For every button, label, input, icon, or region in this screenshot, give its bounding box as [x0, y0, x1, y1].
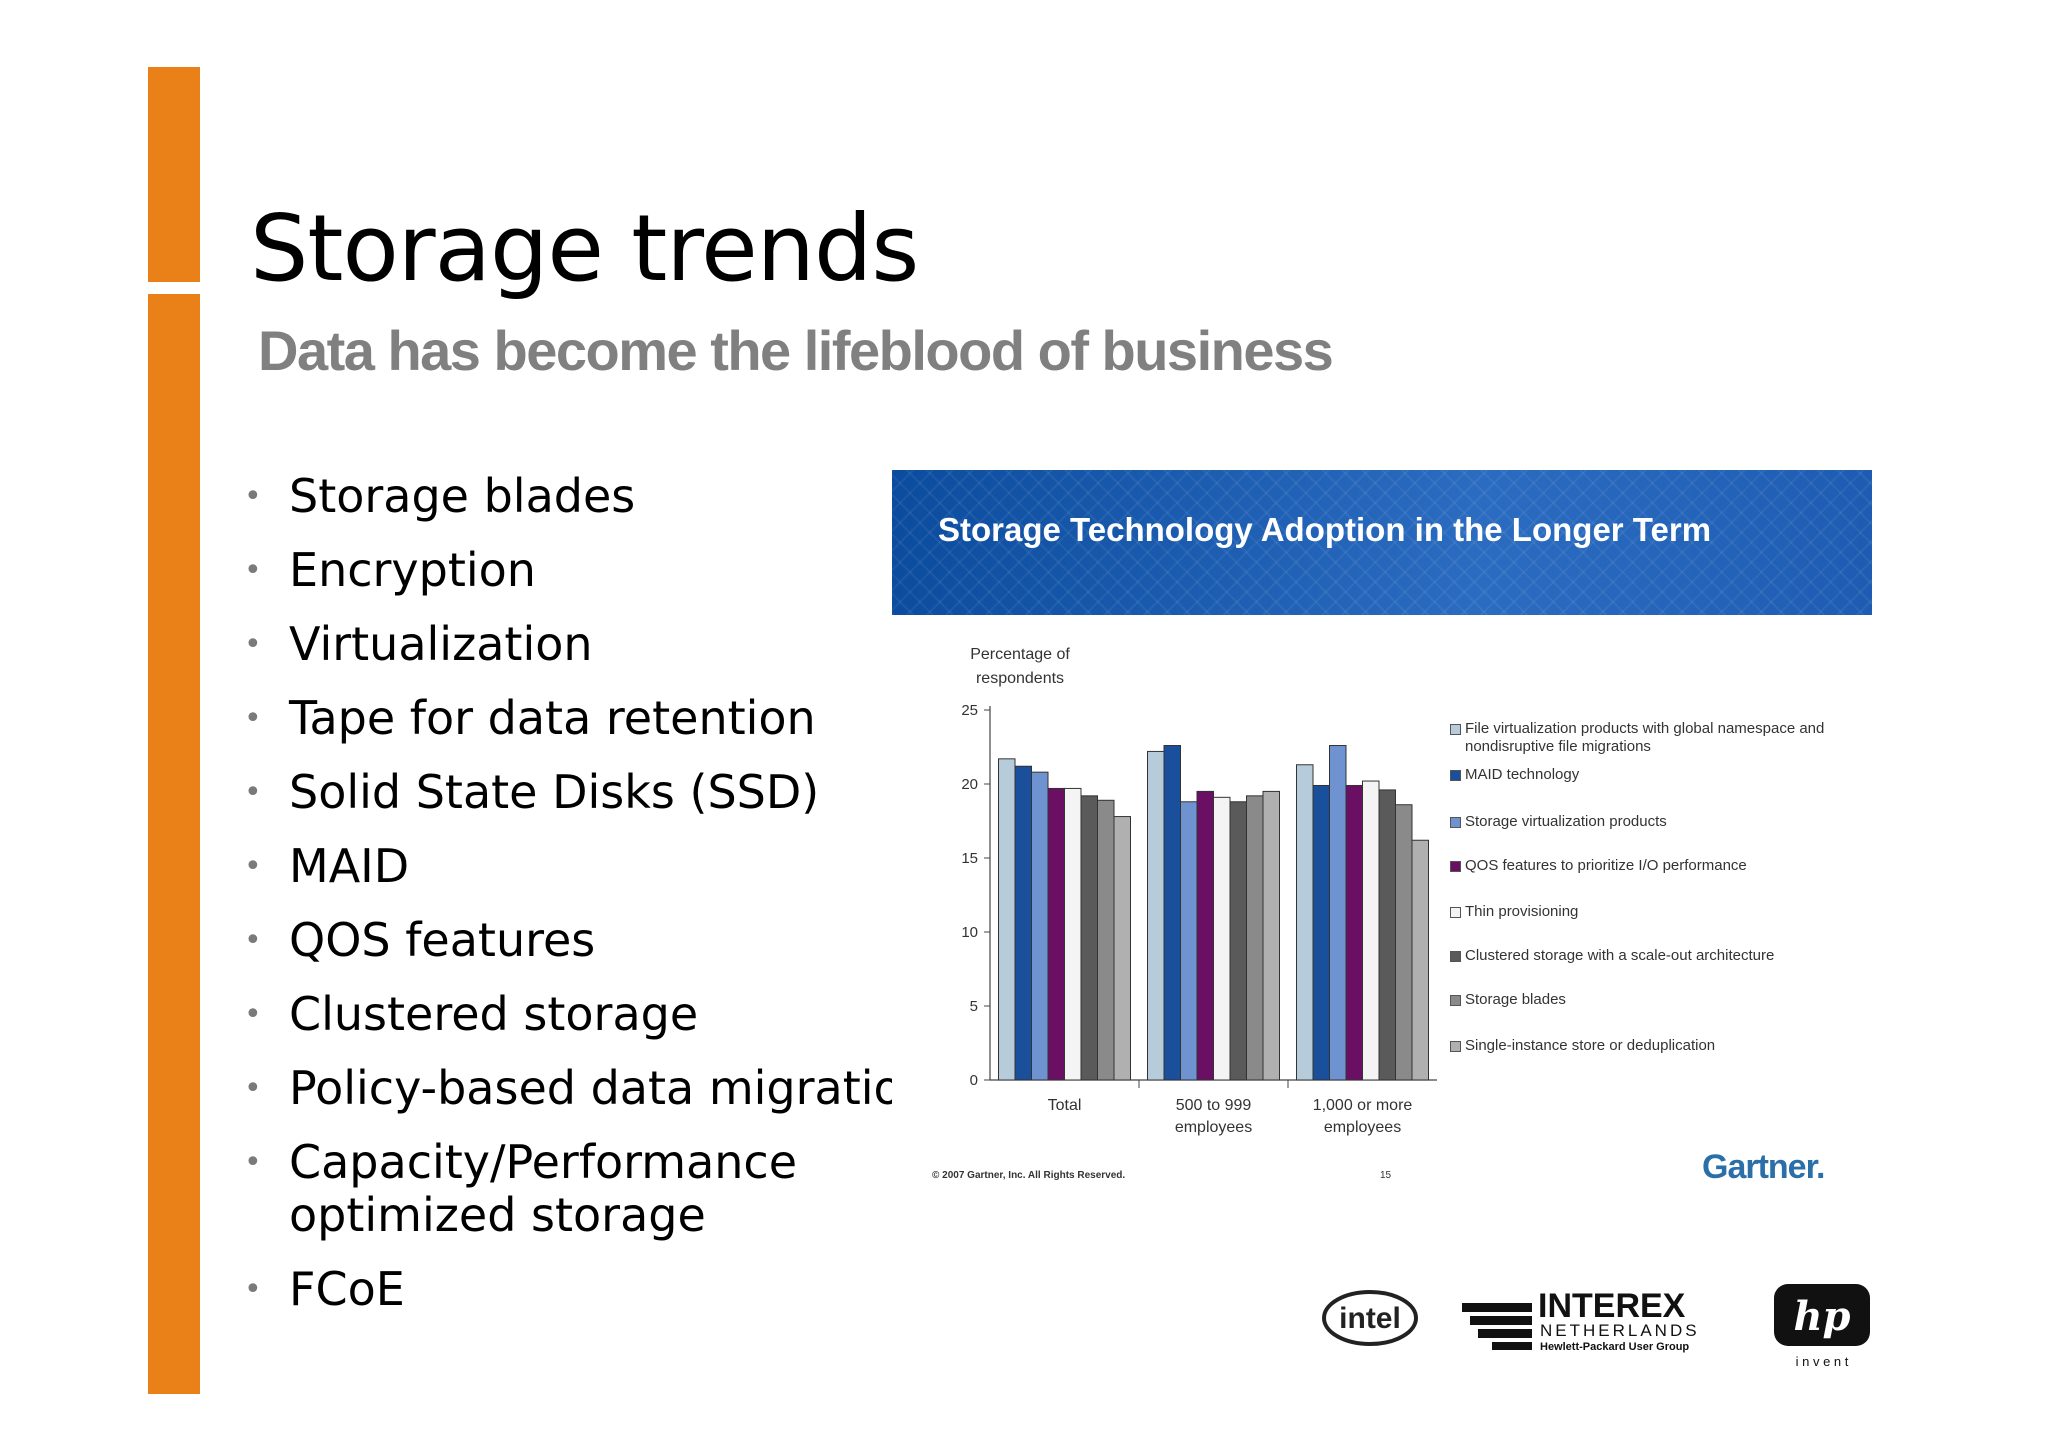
bullet-item: Clustered storage	[244, 988, 931, 1042]
bar	[1113, 816, 1131, 1081]
bullet-item: MAID	[244, 840, 931, 894]
y-axis-label: Percentage of	[970, 646, 1070, 663]
bar	[1362, 780, 1380, 1081]
legend-swatch	[1450, 995, 1461, 1006]
legend-label: File virtualization products with global…	[1465, 720, 1825, 755]
y-tick-label: 0	[970, 1072, 978, 1089]
legend-swatch	[1450, 817, 1461, 828]
gartner-chart-image: Storage Technology Adoption in the Longe…	[892, 470, 1872, 1190]
legend-label: Clustered storage with a scale-out archi…	[1465, 947, 1775, 964]
bullet-item: Encryption	[244, 544, 931, 598]
slide-title: Storage trends	[250, 195, 919, 302]
bar	[1213, 796, 1231, 1081]
legend-item: Single-instance store or deduplication	[1450, 1037, 1825, 1055]
bullet-list: Storage blades Encryption Virtualization…	[244, 470, 931, 1337]
bullet-item: Tape for data retention	[244, 692, 931, 746]
intel-logo: intel	[1322, 1290, 1418, 1346]
bar	[1064, 787, 1082, 1081]
legend-item: File virtualization products with global…	[1450, 720, 1825, 756]
legend-item: Storage blades	[1450, 991, 1825, 1009]
hp-mark: hp	[1793, 1293, 1850, 1340]
bar	[1329, 745, 1347, 1081]
interex-country: NETHERLANDS	[1540, 1321, 1700, 1340]
bullet-item: FCoE	[244, 1263, 931, 1317]
y-tick-label: 10	[961, 924, 978, 941]
chart-banner-title: Storage Technology Adoption in the Longe…	[938, 511, 1712, 548]
bar	[1031, 771, 1049, 1081]
bullet-item: QOS features	[244, 914, 931, 968]
legend-swatch	[1450, 770, 1461, 781]
bar	[1296, 764, 1314, 1081]
x-tick-label: employees	[1175, 1119, 1252, 1136]
x-tick-label: employees	[1324, 1119, 1401, 1136]
y-tick-label: 20	[961, 776, 978, 793]
x-tick-label: 500 to 999	[1176, 1097, 1252, 1114]
legend-label: Thin provisioning	[1465, 903, 1579, 920]
bar	[1147, 750, 1165, 1081]
bar-chart: Percentage of respondents 0 5 10 15 20 25 Total 5…	[961, 646, 1437, 1136]
y-tick-label: 15	[961, 850, 978, 867]
legend-item: Storage virtualization products	[1450, 813, 1825, 831]
chart-copyright: © 2007 Gartner, Inc. All Rights Reserved…	[932, 1170, 1126, 1181]
bullet-item: Policy-based data migration	[244, 1062, 931, 1116]
hp-tagline: i n v e n t	[1796, 1354, 1849, 1369]
legend-item: Thin provisioning	[1450, 903, 1825, 921]
legend-swatch	[1450, 907, 1461, 918]
interex-logo: INTEREX NETHERLANDS Hewlett-Packard User…	[1462, 1287, 1700, 1353]
legend-swatch	[1450, 1041, 1461, 1052]
bar	[1345, 784, 1363, 1081]
bar	[1196, 790, 1214, 1081]
bar	[1378, 789, 1396, 1081]
legend-label: QOS features to prioritize I/O performan…	[1465, 857, 1747, 874]
bullet-item: Solid State Disks (SSD)	[244, 766, 931, 820]
x-tick-label: 1,000 or more	[1313, 1097, 1413, 1114]
legend-swatch	[1450, 861, 1461, 872]
bar	[998, 758, 1016, 1081]
bar	[1163, 745, 1181, 1081]
legend-item: QOS features to prioritize I/O performan…	[1450, 857, 1825, 875]
bullet-item: Storage blades	[244, 470, 931, 524]
bar	[1047, 787, 1065, 1081]
bar	[1312, 784, 1330, 1081]
bullet-item: Capacity/Performance optimized storage	[244, 1136, 849, 1242]
legend-swatch	[1450, 724, 1461, 735]
gartner-logo: Gartner.	[1702, 1148, 1825, 1186]
bar	[1229, 801, 1247, 1081]
chart-banner: Storage Technology Adoption in the Longe…	[892, 470, 1872, 615]
accent-bar-top	[148, 67, 200, 282]
legend-label: Storage blades	[1465, 991, 1566, 1008]
y-tick-label: 5	[970, 998, 978, 1015]
bar	[1246, 795, 1264, 1081]
legend-label: Storage virtualization products	[1465, 813, 1667, 830]
bar	[1080, 795, 1098, 1081]
bar	[1097, 799, 1115, 1081]
bullet-item: Virtualization	[244, 618, 931, 672]
bar	[1395, 804, 1413, 1081]
chart-page-number: 15	[1380, 1170, 1392, 1181]
y-axis-label: respondents	[976, 670, 1064, 687]
slide-subtitle: Data has become the lifeblood of busines…	[258, 319, 1334, 382]
legend-swatch	[1450, 951, 1461, 962]
bar	[1180, 801, 1198, 1081]
interex-tagline: Hewlett-Packard User Group	[1540, 1341, 1689, 1353]
x-tick-label: Total	[1048, 1097, 1082, 1114]
hp-logo: hp i n v e n t	[1774, 1284, 1870, 1369]
bar	[1262, 790, 1280, 1081]
interex-name: INTEREX	[1538, 1287, 1686, 1325]
legend-label: Single-instance store or deduplication	[1465, 1037, 1716, 1054]
bar	[1411, 839, 1429, 1081]
legend-item: Clustered storage with a scale-out archi…	[1450, 947, 1825, 965]
legend-label: MAID technology	[1465, 766, 1580, 783]
y-tick-label: 25	[961, 702, 978, 719]
bar	[1014, 765, 1032, 1081]
legend-item: MAID technology	[1450, 766, 1825, 784]
accent-bar-bottom	[148, 294, 200, 1394]
intel-logo-text: intel	[1339, 1302, 1401, 1335]
